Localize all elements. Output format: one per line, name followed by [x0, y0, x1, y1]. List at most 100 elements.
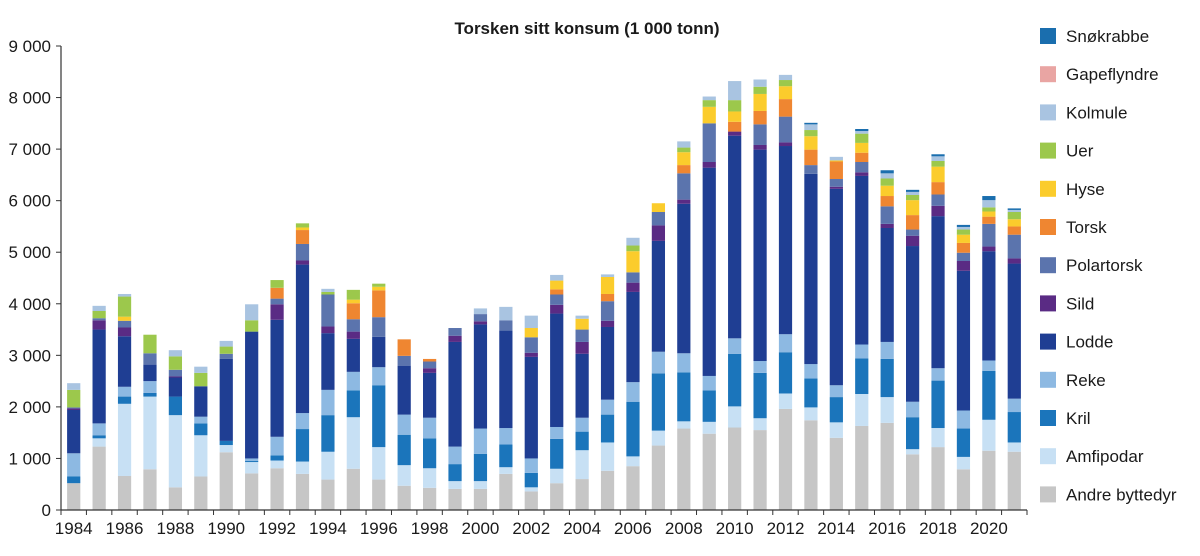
bar-segment-2021-0: [1007, 451, 1021, 510]
bar-segment-2021-4: [1007, 263, 1021, 399]
bar-segment-1993-4: [295, 264, 310, 414]
bar-segment-1993-9: [295, 223, 310, 228]
bar-segment-1998-3: [423, 417, 437, 439]
bar-segment-1998-1: [423, 468, 437, 488]
bar-stack-1996: [372, 283, 386, 510]
bar-segment-1985-6: [92, 318, 106, 321]
bar-segment-2000-3: [473, 428, 488, 454]
bar-segment-2003-5: [550, 304, 564, 314]
bar-segment-2011-5: [753, 144, 767, 150]
bar-segment-2013-7: [804, 149, 818, 166]
bar-segment-1985-5: [92, 320, 106, 330]
y-tick-label: 3 000: [8, 346, 51, 365]
bar-segment-2021-2: [1007, 412, 1021, 443]
bar-segment-1987-0: [143, 469, 157, 510]
bar-segment-1984-5: [67, 408, 81, 410]
bar-segment-1995-7: [346, 303, 360, 320]
bar-segment-2021-6: [1007, 234, 1021, 259]
bar-segment-1995-8: [346, 299, 360, 304]
bar-segment-2008-0: [677, 428, 691, 510]
legend-swatch: [1040, 410, 1056, 426]
bar-stack-1998: [423, 358, 437, 510]
bar-segment-2005-7: [600, 293, 615, 302]
bar-segment-2008-6: [677, 173, 691, 200]
bar-segment-2009-9: [702, 100, 716, 107]
bar-segment-2014-3: [829, 385, 843, 398]
bar-segment-2003-7: [550, 289, 564, 295]
bar-stack-1985: [92, 305, 106, 510]
bar-segment-1994-2: [321, 415, 335, 452]
bar-segment-2016-12: [880, 170, 894, 174]
bar-segment-1991-2: [245, 461, 259, 463]
bar-segment-2011-10: [753, 79, 767, 87]
bar-segment-2020-7: [982, 216, 996, 224]
bar-stack-2007: [651, 203, 666, 510]
bar-segment-1992-5: [270, 304, 284, 320]
bar-segment-2004-4: [575, 353, 589, 418]
bar-segment-2004-2: [575, 431, 589, 451]
bar-segment-2014-1: [829, 422, 843, 438]
bar-segment-1993-3: [295, 413, 310, 430]
bar-segment-1992-3: [270, 436, 284, 456]
bar-segment-2017-1: [906, 449, 920, 455]
bar-segment-2020-2: [982, 370, 996, 420]
legend-swatch: [1040, 180, 1056, 197]
bar-segment-1996-8: [372, 286, 386, 291]
bar-segment-2012-9: [778, 80, 793, 87]
bar-segment-2003-8: [550, 280, 564, 290]
bar-stack-1995: [346, 289, 360, 510]
bar-stack-2018: [931, 154, 945, 510]
bar-segment-1997-4: [397, 365, 411, 415]
bar-segment-1984-6: [67, 407, 81, 409]
bar-segment-1996-3: [372, 367, 386, 386]
bar-segment-2017-2: [906, 417, 920, 450]
bar-segment-1992-6: [270, 298, 284, 305]
legend-label: Kril: [1066, 409, 1091, 428]
bar-segment-2019-1: [956, 456, 971, 470]
legend-swatch: [1040, 257, 1056, 274]
legend-item: Hyse: [1040, 180, 1105, 199]
bar-segment-2006-8: [626, 251, 640, 273]
bar-segment-1989-0: [194, 476, 208, 510]
bar-segment-2014-8: [829, 160, 843, 162]
bar-segment-2008-8: [677, 152, 691, 166]
bar-stack-2010: [728, 81, 742, 510]
y-tick-label: 5 000: [8, 243, 51, 262]
bar-segment-1985-10: [92, 305, 106, 311]
bar-stack-2020: [982, 196, 996, 510]
legend-label: Gapeflyndre: [1066, 65, 1159, 84]
bar-segment-2017-8: [906, 200, 920, 216]
bar-segment-1999-5: [448, 335, 462, 342]
bar-segment-2020-10: [982, 200, 996, 208]
bar-segment-2011-9: [753, 86, 767, 94]
bar-segment-1987-1: [143, 396, 157, 470]
bar-segment-1997-2: [397, 434, 411, 466]
bar-segment-2019-4: [956, 270, 971, 411]
x-tick-label: 1994: [309, 519, 347, 538]
bar-stack-1986: [117, 293, 132, 510]
bar-segment-2002-1: [524, 487, 538, 492]
y-tick-label: 6 000: [8, 192, 51, 211]
bar-segment-2019-0: [956, 469, 971, 510]
bar-stack-2008: [677, 141, 691, 510]
bar-segment-2010-4: [728, 135, 742, 339]
bar-segment-1992-2: [270, 455, 284, 461]
bar-segment-1992-0: [270, 468, 284, 510]
bar-stack-2011: [753, 79, 767, 510]
bar-segment-2017-5: [906, 235, 920, 247]
legend-swatch: [1040, 104, 1056, 121]
bar-segment-1993-2: [295, 429, 310, 462]
bar-segment-2019-6: [956, 252, 971, 261]
bar-segment-2018-2: [931, 380, 945, 429]
bar-segment-2006-3: [626, 382, 640, 402]
x-tick-label: 1996: [360, 519, 398, 538]
bar-segment-2020-3: [982, 360, 996, 371]
bar-segment-1991-4: [245, 331, 259, 459]
bar-segment-1988-0: [168, 487, 183, 510]
x-tick-label: 2010: [716, 519, 754, 538]
bar-segment-2003-2: [550, 438, 564, 469]
bar-segment-1990-6: [219, 353, 233, 359]
bar-segment-2016-8: [880, 185, 894, 197]
legend-swatch: [1040, 448, 1056, 465]
bar-segment-2006-10: [626, 237, 640, 246]
